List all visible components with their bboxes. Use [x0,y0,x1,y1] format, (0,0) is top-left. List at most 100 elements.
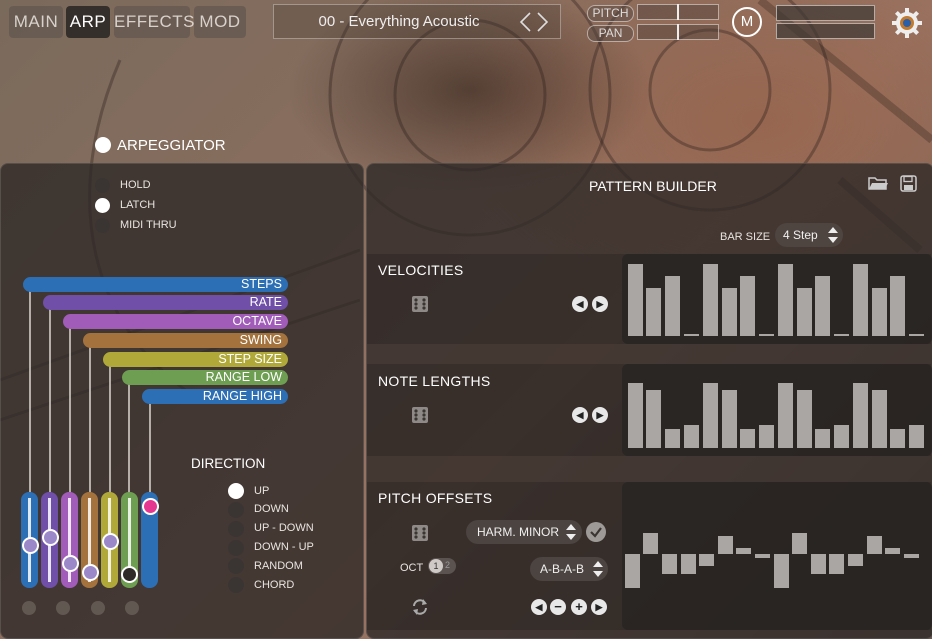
note-length-bar[interactable] [778,383,793,448]
param-steps[interactable]: STEPS [23,277,288,292]
save-icon[interactable] [900,175,917,192]
oct-switch[interactable]: 1 2 [428,558,456,574]
note-length-bar[interactable] [759,425,774,448]
direction-up-toggle[interactable] [228,483,244,499]
velocity-bar[interactable] [628,264,643,336]
param-swing[interactable]: SWING [83,333,288,348]
note-length-bar[interactable] [703,383,718,448]
scale-select[interactable]: HARM. MINOR [466,520,582,544]
note-lengths-shift-left-button[interactable]: ◀ [572,407,588,423]
range-high-knob[interactable] [142,498,159,515]
velocity-bar[interactable] [815,276,830,336]
note-length-bar[interactable] [684,425,699,448]
velocity-bar[interactable] [778,264,793,336]
range-low-knob[interactable] [121,566,138,583]
note-lengths-graph[interactable] [622,364,932,456]
velocity-bar[interactable] [722,288,737,336]
note-length-bar[interactable] [740,429,755,448]
direction-random-toggle[interactable] [228,558,244,574]
pitch-slider[interactable] [637,4,719,20]
param-step-size[interactable]: STEP SIZE [103,352,288,367]
note-length-bar[interactable] [815,429,830,448]
hold-toggle[interactable] [95,178,110,193]
step-size-knob[interactable] [102,533,119,550]
velocity-bar[interactable] [890,276,905,336]
velocity-bar[interactable] [872,288,887,336]
pitch-offset-bar[interactable] [699,554,714,566]
check-icon[interactable] [585,521,607,543]
note-length-bar[interactable] [665,429,680,448]
param-octave[interactable]: OCTAVE [63,314,288,329]
direction-up-down-toggle[interactable] [228,521,244,537]
randomize-dice-icon[interactable] [412,525,428,541]
pitch-offset-bar[interactable] [829,554,844,574]
note-length-bar[interactable] [646,390,661,448]
param-range-high[interactable]: RANGE HIGH [142,389,288,404]
pitch-offset-bar[interactable] [867,536,882,554]
note-length-bar[interactable] [872,390,887,448]
pitch-offset-bar[interactable] [792,533,807,554]
direction-chord-toggle[interactable] [228,577,244,593]
swing-knob[interactable] [82,564,99,581]
note-length-bar[interactable] [628,383,643,448]
tab-main[interactable]: MAIN [9,6,63,38]
steps-knob[interactable] [22,537,39,554]
pitch-offset-bar[interactable] [885,548,900,554]
pattern-select[interactable]: A-B-A-B [530,557,608,581]
velocity-bar[interactable] [646,288,661,336]
velocity-bar[interactable] [703,264,718,336]
range-high-fader[interactable] [141,492,158,588]
pitch-offset-bar[interactable] [718,536,733,554]
latch-toggle[interactable] [95,198,110,213]
refresh-icon[interactable] [411,598,429,616]
velocity-bar[interactable] [797,288,812,336]
pitch-offset-bar[interactable] [643,533,658,554]
m-button[interactable]: M [732,7,762,37]
pitch-offset-bar[interactable] [681,554,696,574]
param-range-low[interactable]: RANGE LOW [122,370,288,385]
pitch-offset-bar[interactable] [662,554,677,574]
pitch-offsets-graph[interactable] [622,482,932,630]
pan-slider[interactable] [637,24,719,40]
midi-thru-toggle[interactable] [95,218,110,233]
velocity-bar[interactable] [665,276,680,336]
note-length-bar[interactable] [853,383,868,448]
note-length-bar[interactable] [909,425,924,448]
velocities-shift-left-button[interactable]: ◀ [572,296,588,312]
note-length-bar[interactable] [834,425,849,448]
pitch-shift-right-button[interactable]: ▶ [591,599,607,615]
pitch-offset-bar[interactable] [736,548,751,554]
pitch-offset-bar[interactable] [848,554,863,566]
randomize-dice-icon[interactable] [412,407,428,423]
pitch-plus-button[interactable]: + [571,599,587,615]
preset-selector[interactable]: 00 - Everything Acoustic [273,4,561,39]
note-length-bar[interactable] [797,390,812,448]
bar-size-select[interactable]: 4 Step [775,223,843,247]
tab-effects[interactable]: EFFECTS [114,6,194,38]
note-length-bar[interactable] [890,429,905,448]
rate-knob[interactable] [42,529,59,546]
tab-arp[interactable]: ARP [66,6,110,38]
velocity-bar[interactable] [684,334,699,336]
folder-icon[interactable] [868,175,888,191]
pitch-offset-bar[interactable] [625,554,640,588]
velocity-bar[interactable] [759,334,774,336]
velocities-graph[interactable] [622,254,932,344]
velocity-bar[interactable] [834,334,849,336]
octave-knob[interactable] [62,555,79,572]
pitch-offset-bar[interactable] [774,554,789,588]
oct-option-2[interactable]: 2 [445,560,451,570]
velocity-bar[interactable] [740,276,755,336]
velocity-bar[interactable] [909,334,924,336]
tab-mod[interactable]: MOD [194,6,246,38]
range-low-fader[interactable] [121,492,138,588]
arpeggiator-toggle[interactable] [95,137,111,153]
pitch-offset-bar[interactable] [811,554,826,574]
pitch-offset-bar[interactable] [755,554,770,558]
oct-option-1[interactable]: 1 [429,559,443,573]
pitch-offset-bar[interactable] [904,554,919,558]
preset-prev-next-icon[interactable] [518,11,550,33]
octave-fader[interactable] [61,492,78,588]
direction-down-toggle[interactable] [228,502,244,518]
velocity-bar[interactable] [853,264,868,336]
